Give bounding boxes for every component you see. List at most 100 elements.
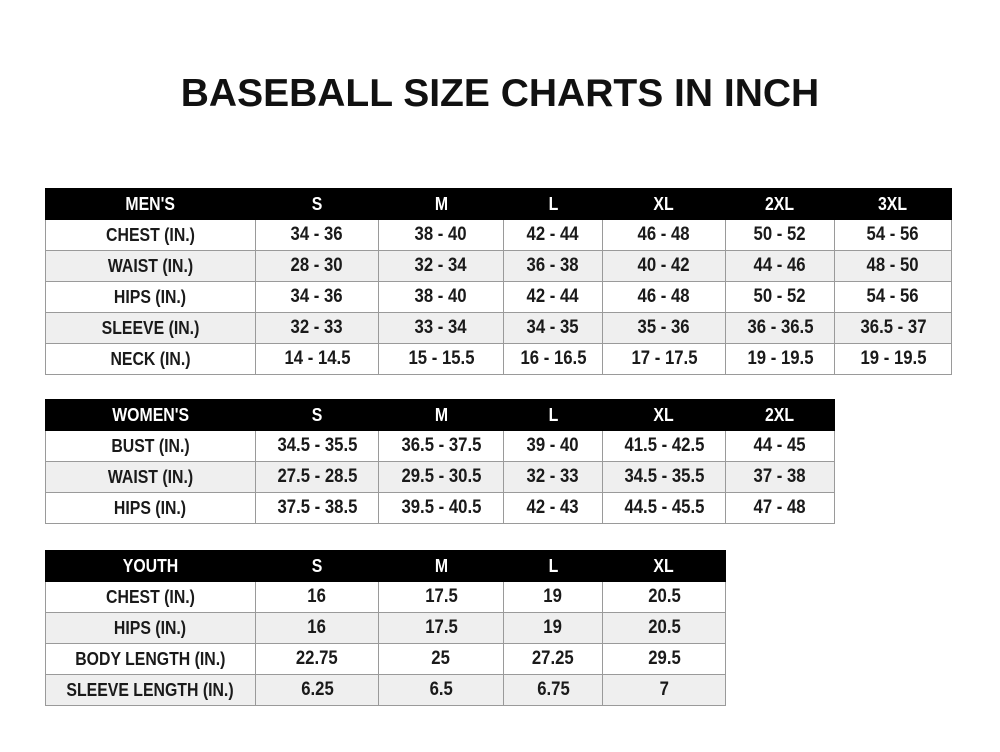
cell-text: 19 <box>543 586 563 607</box>
measurement-label: BODY LENGTH (IN.) <box>45 643 256 675</box>
size-value: 42 - 44 <box>503 219 603 251</box>
table-row: HIPS (IN.) 16 17.5 19 20.5 <box>45 612 726 644</box>
size-value: 29.5 - 30.5 <box>378 461 504 493</box>
size-header: M <box>378 188 504 220</box>
cell-text: WAIST (IN.) <box>107 255 194 276</box>
cell-text: 7 <box>659 679 669 700</box>
size-value: 20.5 <box>602 612 726 644</box>
cell-text: 25 <box>431 648 451 669</box>
measurement-label: WAIST (IN.) <box>45 461 256 493</box>
size-value: 40 - 42 <box>602 250 726 282</box>
category-header: WOMEN'S <box>45 399 256 431</box>
size-header: XL <box>602 550 726 582</box>
size-value: 33 - 34 <box>378 312 504 344</box>
size-value: 50 - 52 <box>725 219 835 251</box>
measurement-label: HIPS (IN.) <box>45 492 256 524</box>
measurement-label: SLEEVE (IN.) <box>45 312 256 344</box>
size-value: 42 - 44 <box>503 281 603 313</box>
cell-text: 54 - 56 <box>866 286 920 307</box>
cell-text: 29.5 <box>647 648 681 669</box>
cell-text: BODY LENGTH (IN.) <box>75 648 226 669</box>
size-value: 32 - 34 <box>378 250 504 282</box>
cell-text: 33 - 34 <box>414 317 468 338</box>
size-value: 28 - 30 <box>255 250 379 282</box>
cell-text: 42 - 43 <box>526 497 580 518</box>
table-row: SLEEVE LENGTH (IN.) 6.25 6.5 6.75 7 <box>45 674 726 706</box>
cell-text: 34.5 - 35.5 <box>277 435 357 456</box>
size-header: 2XL <box>725 188 835 220</box>
cell-text: BUST (IN.) <box>111 435 190 456</box>
cell-text: 34 - 36 <box>290 224 344 245</box>
size-header: 3XL <box>834 188 952 220</box>
size-header: L <box>503 188 603 220</box>
cell-text: 16 <box>307 586 327 607</box>
cell-text: 32 - 33 <box>290 317 344 338</box>
size-value: 37.5 - 38.5 <box>255 492 379 524</box>
size-value: 17.5 <box>378 612 504 644</box>
size-value: 22.75 <box>255 643 379 675</box>
cell-text: 37 - 38 <box>753 466 807 487</box>
size-value: 38 - 40 <box>378 281 504 313</box>
cell-text: 54 - 56 <box>866 224 920 245</box>
cell-text: 32 - 33 <box>526 466 580 487</box>
cell-text: 17 - 17.5 <box>631 348 697 369</box>
cell-text: 28 - 30 <box>290 255 344 276</box>
size-value: 38 - 40 <box>378 219 504 251</box>
cell-text: 42 - 44 <box>526 224 580 245</box>
size-value: 6.25 <box>255 674 379 706</box>
size-value: 6.75 <box>503 674 603 706</box>
size-value: 39.5 - 40.5 <box>378 492 504 524</box>
table-row: HIPS (IN.) 37.5 - 38.5 39.5 - 40.5 42 - 43 4… <box>45 492 835 524</box>
header-text: XL <box>653 193 675 214</box>
cell-text: 42 - 44 <box>526 286 580 307</box>
size-value: 27.25 <box>503 643 603 675</box>
header-text: M <box>434 193 448 214</box>
cell-text: NECK (IN.) <box>110 348 191 369</box>
table-row: CHEST (IN.) 16 17.5 19 20.5 <box>45 581 726 613</box>
header-text: WOMEN'S <box>112 404 189 425</box>
cell-text: 14 - 14.5 <box>284 348 350 369</box>
measurement-label: CHEST (IN.) <box>45 219 256 251</box>
page-title: BASEBALL SIZE CHARTS IN INCH <box>180 72 820 115</box>
cell-text: 44.5 - 45.5 <box>624 497 704 518</box>
table-row: NECK (IN.) 14 - 14.5 15 - 15.5 16 - 16.5 17 … <box>45 343 952 375</box>
cell-text: 50 - 52 <box>753 224 807 245</box>
cell-text: 27.25 <box>532 648 574 669</box>
measurement-label: CHEST (IN.) <box>45 581 256 613</box>
size-value: 34.5 - 35.5 <box>255 430 379 462</box>
size-value: 32 - 33 <box>255 312 379 344</box>
cell-text: 15 - 15.5 <box>408 348 474 369</box>
cell-text: CHEST (IN.) <box>106 586 195 607</box>
size-value: 47 - 48 <box>725 492 835 524</box>
size-value: 19 <box>503 612 603 644</box>
cell-text: 34.5 - 35.5 <box>624 466 704 487</box>
measurement-label: HIPS (IN.) <box>45 281 256 313</box>
cell-text: HIPS (IN.) <box>114 497 187 518</box>
header-text: 2XL <box>765 404 795 425</box>
cell-text: 47 - 48 <box>753 497 807 518</box>
cell-text: 37.5 - 38.5 <box>277 497 357 518</box>
cell-text: 39 - 40 <box>526 435 580 456</box>
size-header: S <box>255 399 379 431</box>
header-text: S <box>311 404 323 425</box>
size-header: XL <box>602 399 726 431</box>
size-value: 34.5 - 35.5 <box>602 461 726 493</box>
header-text: XL <box>653 404 675 425</box>
size-value: 44 - 45 <box>725 430 835 462</box>
measurement-label: HIPS (IN.) <box>45 612 256 644</box>
header-text: MEN'S <box>125 193 176 214</box>
cell-text: 35 - 36 <box>637 317 691 338</box>
size-value: 46 - 48 <box>602 281 726 313</box>
size-value: 16 <box>255 581 379 613</box>
size-value: 46 - 48 <box>602 219 726 251</box>
cell-text: 6.25 <box>300 679 334 700</box>
size-value: 36 - 38 <box>503 250 603 282</box>
cell-text: 20.5 <box>647 586 681 607</box>
size-header: S <box>255 188 379 220</box>
size-value: 41.5 - 42.5 <box>602 430 726 462</box>
cell-text: 34 - 35 <box>526 317 580 338</box>
cell-text: 36.5 - 37.5 <box>401 435 481 456</box>
table-row: SLEEVE (IN.) 32 - 33 33 - 34 34 - 35 35 - 36… <box>45 312 952 344</box>
size-value: 54 - 56 <box>834 281 952 313</box>
header-text: L <box>548 193 558 214</box>
